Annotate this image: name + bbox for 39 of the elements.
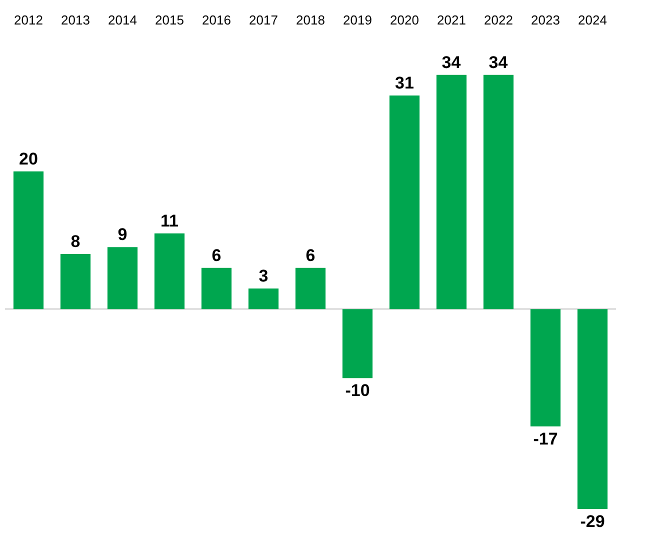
bar (13, 171, 44, 310)
x-tick-label: 2020 (390, 12, 419, 28)
data-label: 8 (70, 232, 80, 252)
x-tick-label: 2018 (296, 12, 325, 28)
x-tick-label: 2021 (437, 12, 466, 28)
x-tick-label: 2019 (343, 12, 372, 28)
data-label: 34 (488, 52, 508, 72)
bar (342, 309, 373, 378)
data-label: 11 (160, 211, 178, 230)
x-tick-label: 2017 (249, 12, 278, 28)
x-tick-label: 2024 (578, 12, 607, 28)
bar (154, 233, 185, 310)
x-tick-label: 2023 (531, 12, 560, 28)
bar (107, 247, 138, 310)
x-tick-label: 2014 (108, 12, 137, 28)
bar (530, 309, 561, 426)
x-tick-label: 2016 (202, 12, 231, 28)
x-tick-label: 2013 (61, 12, 90, 28)
x-tick-label: 2022 (484, 12, 513, 28)
data-label: 6 (306, 246, 316, 265)
x-tick-label: 2015 (155, 12, 184, 28)
data-label: 3 (258, 266, 268, 286)
bar (483, 74, 514, 310)
bar (60, 254, 91, 310)
bar (389, 96, 420, 310)
data-label: -10 (345, 381, 370, 400)
bar (295, 268, 326, 310)
bar (436, 74, 467, 310)
data-label: 20 (19, 149, 38, 168)
data-label: -17 (533, 429, 558, 448)
bar (201, 268, 232, 310)
data-label: 6 (212, 246, 222, 265)
data-label: 34 (442, 52, 462, 72)
bar (248, 288, 279, 310)
data-label: -29 (580, 512, 605, 532)
data-label: 31 (395, 74, 414, 93)
bar (577, 309, 608, 510)
x-tick-label: 2012 (14, 12, 43, 28)
data-label: 9 (118, 225, 128, 244)
